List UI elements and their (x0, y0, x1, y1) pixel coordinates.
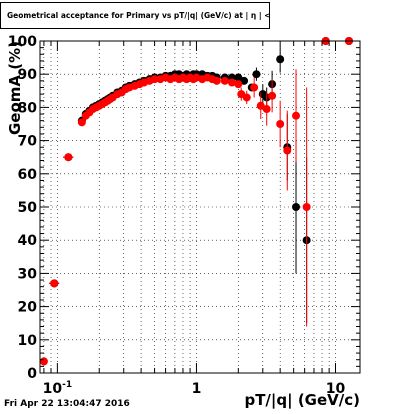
data-point (276, 120, 285, 128)
axis-ticks (40, 40, 360, 374)
y-tick-label: 30 (18, 266, 38, 282)
data-point (212, 76, 221, 85)
y-tick-label: 90 (18, 67, 38, 83)
series (39, 37, 353, 366)
data-point (283, 146, 292, 155)
y-tick-label: 40 (18, 233, 38, 249)
y-tick-label: 10 (18, 333, 38, 349)
data-point (227, 78, 236, 87)
data-point (50, 279, 59, 288)
data-point (77, 118, 86, 127)
data-point (292, 111, 301, 120)
chart-title: Geometrical acceptance for Primary vs pT… (0, 2, 270, 29)
y-tick-label: 0 (27, 366, 37, 382)
y-tick-label: 50 (18, 200, 38, 216)
data-point (268, 91, 277, 100)
data-point (242, 93, 251, 102)
data-point (252, 70, 261, 79)
y-axis-title: GeomA (%) (6, 41, 24, 135)
y-tick-label: 100 (8, 34, 37, 50)
data-point (256, 101, 265, 110)
data-point (276, 55, 285, 64)
x-tick-label: 1 (192, 381, 202, 397)
data-point (292, 203, 301, 211)
y-tick-label: 70 (18, 134, 38, 150)
data-series (39, 37, 353, 366)
y-tick-label: 20 (18, 300, 38, 316)
data-point (220, 76, 229, 85)
data-point (39, 357, 48, 366)
data-point (64, 153, 73, 162)
grid (40, 41, 360, 373)
data-point (262, 105, 271, 114)
data-point (234, 80, 243, 89)
y-tick-label: 80 (18, 100, 38, 116)
timestamp: Fri Apr 22 13:04:47 2016 (4, 399, 130, 409)
data-point (302, 203, 311, 211)
x-tick-label: 10 (326, 381, 346, 397)
x-axis-title: pT/|q| (GeV/c) (244, 391, 360, 410)
data-point (250, 83, 259, 92)
x-tick-label: 10-1 (43, 380, 72, 397)
data-point (150, 75, 159, 84)
y-tick-label: 60 (18, 167, 38, 183)
